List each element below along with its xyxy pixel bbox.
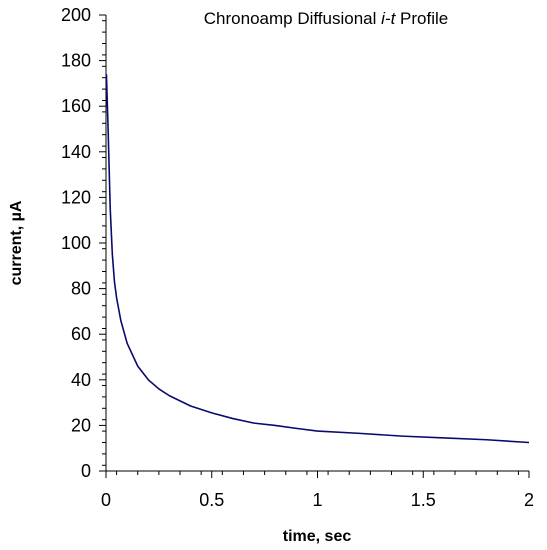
y-tick-label: 80 bbox=[71, 279, 91, 299]
plot-area bbox=[105, 15, 529, 472]
y-axis-ticks: 0 20 40 60 80 100 120 140 160 180 200 bbox=[61, 5, 106, 481]
series-line bbox=[105, 74, 530, 444]
y-tick-label: 40 bbox=[71, 370, 91, 390]
x-axis-title: time, sec bbox=[283, 528, 352, 545]
x-tick-label: 1 bbox=[312, 490, 322, 510]
x-tick-label: 0.5 bbox=[199, 490, 224, 510]
series-layer bbox=[105, 74, 530, 444]
y-tick-label: 200 bbox=[61, 5, 91, 25]
x-tick-label: 0 bbox=[101, 490, 111, 510]
y-tick-label: 60 bbox=[71, 324, 91, 344]
y-tick-label: 20 bbox=[71, 415, 91, 435]
chart-title-italic: i-t bbox=[381, 9, 396, 28]
y-tick-label: 120 bbox=[61, 187, 91, 207]
chart-title-main: Chronoamp Diffusional bbox=[204, 9, 381, 28]
y-axis-title: current, µA bbox=[8, 200, 25, 285]
x-axis-ticks: 0 0.5 1 1.5 2 bbox=[101, 471, 534, 510]
x-tick-label: 2 bbox=[524, 490, 534, 510]
y-tick-label: 160 bbox=[61, 96, 91, 116]
chart-title-suffix: Profile bbox=[395, 9, 448, 28]
y-tick-label: 0 bbox=[81, 461, 91, 481]
y-tick-label: 140 bbox=[61, 142, 91, 162]
y-tick-label: 100 bbox=[61, 233, 91, 253]
chart-title: Chronoamp Diffusional i-t Profile bbox=[204, 9, 448, 28]
x-tick-label: 1.5 bbox=[411, 490, 436, 510]
y-tick-label: 180 bbox=[61, 51, 91, 71]
